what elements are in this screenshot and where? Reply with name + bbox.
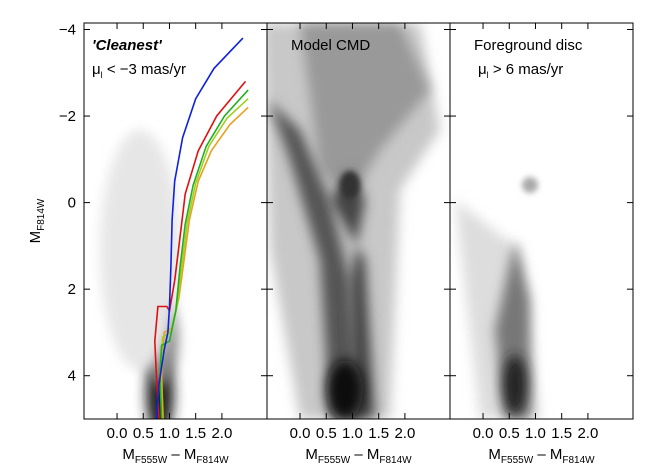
x-axis-label-part: M — [488, 446, 501, 463]
x-axis-label: MF555W – MF814W — [122, 446, 229, 466]
x-tick-label: 1.0 — [525, 425, 546, 442]
x-axis-label: MF555W – MF814W — [305, 446, 412, 466]
isochrone — [159, 89, 249, 419]
y-tick-label: 4 — [68, 368, 76, 385]
annotation-part: μ — [478, 61, 487, 78]
x-axis-label-part: F814W — [562, 455, 595, 466]
annotation-part: l — [101, 70, 103, 80]
annotation: μl > 6 mas/yr — [478, 61, 563, 80]
x-tick-label: 0.0 — [473, 425, 494, 442]
y-tick-label: −4 — [59, 21, 76, 38]
x-axis-label-part: F555W — [135, 455, 168, 466]
density-map — [267, 23, 440, 419]
annotation-part: > 6 mas/yr — [489, 61, 564, 78]
x-tick-label: 0.0 — [290, 425, 311, 442]
x-axis-label-part: M — [305, 446, 318, 463]
x-tick-label: 1.5 — [368, 425, 389, 442]
x-tick-label: 0.5 — [316, 425, 337, 442]
x-axis-label-part: M — [122, 446, 135, 463]
panel-frame — [449, 22, 634, 420]
x-tick-label: 1.5 — [551, 425, 572, 442]
x-axis-label-part: F555W — [318, 455, 351, 466]
y-tick-label: −2 — [59, 108, 76, 125]
isochrones — [153, 37, 249, 419]
x-tick-label: 2.0 — [394, 425, 415, 442]
isochrone — [155, 37, 244, 419]
annotation: Model CMD — [291, 37, 370, 54]
x-tick-label: 2.0 — [211, 425, 232, 442]
y-tick-label: 2 — [68, 281, 76, 298]
x-axis-label: MF555W – MF814W — [488, 446, 595, 466]
x-tick-label: 1.0 — [342, 425, 363, 442]
density-map — [455, 177, 540, 419]
y-axis-label-part: F814W — [36, 198, 47, 231]
annotation: 'Cleanest' — [92, 37, 162, 54]
y-axis-label-part: M — [27, 231, 44, 244]
annotation: Foreground disc — [474, 37, 583, 54]
isochrone — [160, 106, 249, 419]
x-tick-label: 0.0 — [107, 425, 128, 442]
x-tick-label: 0.5 — [133, 425, 154, 442]
x-axis-label-part: – M — [350, 446, 379, 463]
x-axis-label-part: F555W — [501, 455, 534, 466]
x-axis-label-part: – M — [533, 446, 562, 463]
density-map — [100, 130, 180, 419]
x-axis-label-part: F814W — [196, 455, 229, 466]
x-axis-label-part: F814W — [379, 455, 412, 466]
annotation: μl < −3 mas/yr — [92, 61, 186, 80]
y-tick-label: 0 — [68, 195, 76, 212]
x-tick-label: 2.0 — [577, 425, 598, 442]
x-tick-label: 1.5 — [185, 425, 206, 442]
x-axis-label-part: – M — [167, 446, 196, 463]
annotation-part: l — [487, 70, 489, 80]
x-tick-label: 0.5 — [499, 425, 520, 442]
annotation-part: < −3 mas/yr — [103, 61, 186, 78]
isochrone — [153, 80, 247, 419]
annotation-part: μ — [92, 61, 101, 78]
x-tick-label: 1.0 — [159, 425, 180, 442]
y-axis-label: MF814W — [27, 198, 47, 243]
